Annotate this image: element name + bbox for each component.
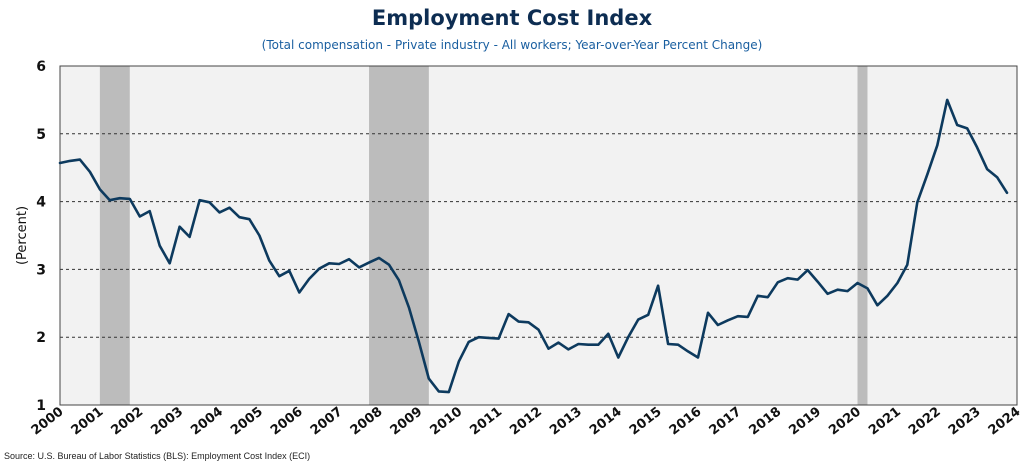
y-tick-label-2: 2 [36, 330, 46, 346]
x-tick-label-2022: 2022 [906, 404, 944, 438]
y-tick-label-3: 3 [36, 262, 46, 278]
recession-band-2 [857, 66, 868, 405]
y-tick-label-1: 1 [36, 398, 46, 414]
x-tick-label-2011: 2011 [467, 404, 505, 438]
x-tick-label-2013: 2013 [547, 404, 585, 438]
x-tick-label-2012: 2012 [507, 404, 545, 438]
x-tick-label-2023: 2023 [946, 404, 984, 438]
x-tick-label-2020: 2020 [826, 404, 864, 438]
x-tick-label-2014: 2014 [587, 404, 625, 438]
x-tick-label-2009: 2009 [388, 404, 426, 438]
x-tick-label-2000: 2000 [29, 404, 67, 438]
x-tick-label-2018: 2018 [746, 404, 784, 438]
x-tick-label-2005: 2005 [228, 404, 266, 438]
chart-title: Employment Cost Index [371, 6, 653, 30]
recession-band-1 [369, 66, 429, 405]
x-tick-label-2002: 2002 [108, 404, 146, 438]
y-tick-label-4: 4 [36, 195, 46, 211]
y-tick-label-6: 6 [36, 59, 46, 75]
y-tick-label-5: 5 [36, 127, 46, 143]
plot-background [60, 66, 1017, 405]
x-tick-label-2017: 2017 [707, 404, 745, 438]
x-tick-label-2003: 2003 [148, 404, 186, 438]
series-line-0 [58, 98, 1009, 394]
x-tick-label-2016: 2016 [667, 404, 705, 438]
x-tick-label-2007: 2007 [308, 404, 346, 438]
x-tick-label-2004: 2004 [188, 404, 226, 438]
x-tick-label-2021: 2021 [866, 404, 904, 438]
recession-band-0 [99, 66, 130, 405]
x-tick-label-2006: 2006 [268, 404, 306, 438]
chart-subtitle: (Total compensation - Private industry -… [261, 38, 763, 52]
x-tick-label-2001: 2001 [69, 404, 107, 438]
x-tick-label-2019: 2019 [786, 404, 824, 438]
y-axis-label: (Percent) [15, 206, 30, 265]
x-tick-label-2015: 2015 [627, 404, 665, 438]
x-tick-label-2010: 2010 [427, 404, 465, 438]
x-tick-label-2008: 2008 [348, 404, 386, 438]
x-tick-label-2024: 2024 [986, 404, 1024, 438]
plot-frame [59, 65, 1018, 406]
source-note: Source: U.S. Bureau of Labor Statistics … [4, 451, 311, 461]
